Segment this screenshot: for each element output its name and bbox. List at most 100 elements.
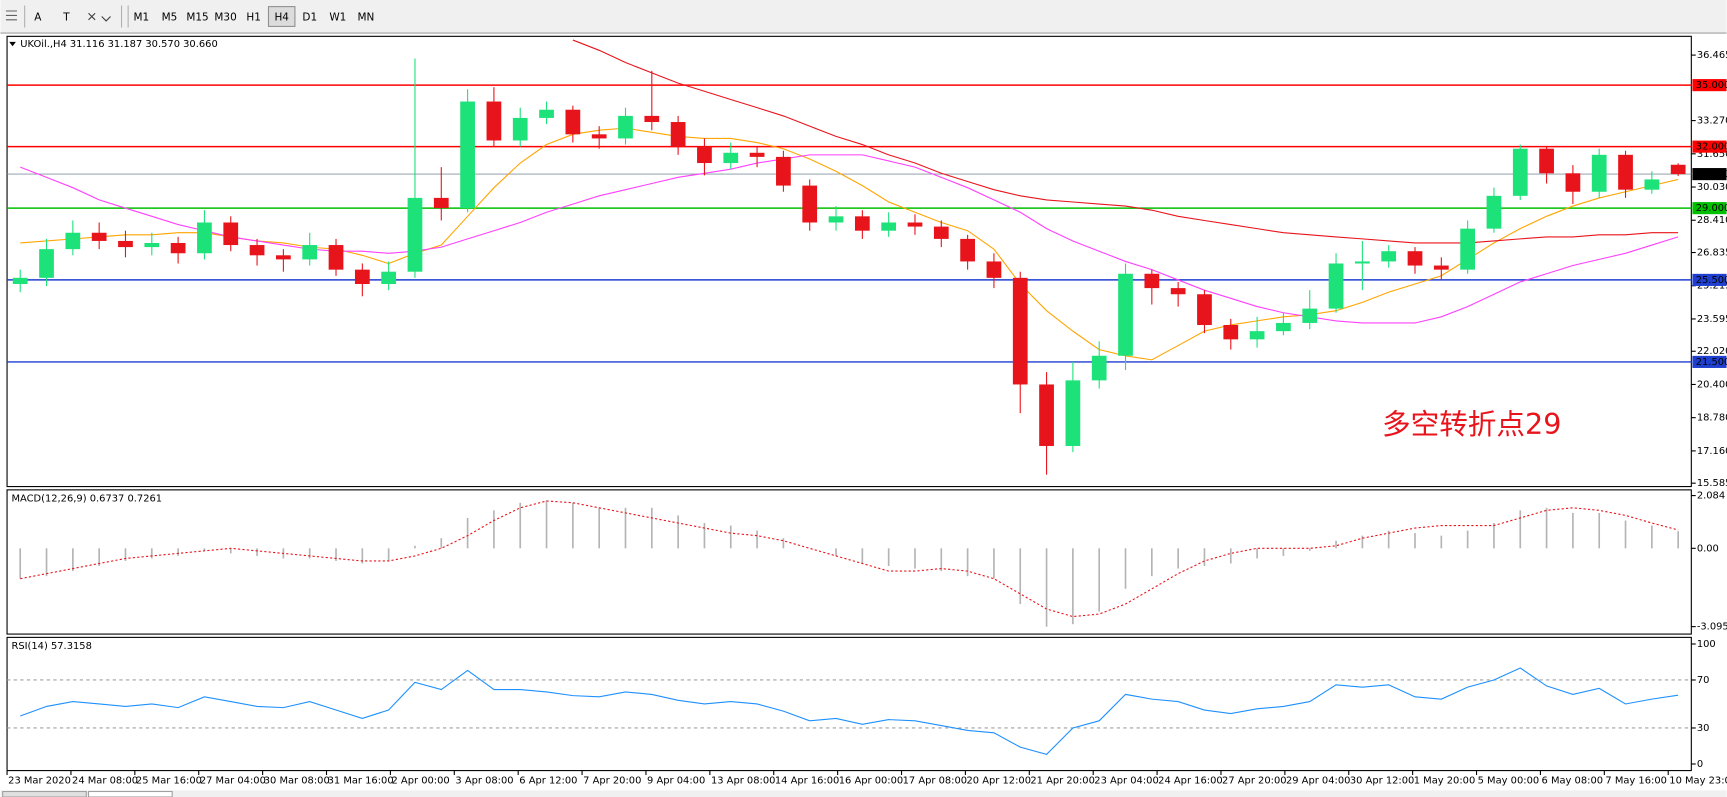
candle-body <box>91 232 107 241</box>
candle-body <box>1618 154 1633 190</box>
candle-body <box>1433 265 1449 270</box>
candle-body <box>1381 251 1397 262</box>
level-price-box <box>1692 79 1727 92</box>
chart-tab[interactable] <box>2 790 87 797</box>
x-tick-label: 2 Apr 00:00 <box>391 775 449 786</box>
candle-body <box>723 152 739 164</box>
candle-body <box>1065 380 1081 446</box>
candle-body <box>249 245 265 256</box>
candle-body <box>276 255 291 260</box>
toolbar-button[interactable]: T <box>62 12 70 24</box>
x-tick-label: 10 May 23:00 <box>1669 775 1727 786</box>
candle-body <box>39 249 54 278</box>
x-tick-label: 27 Mar 04:00 <box>200 775 266 786</box>
x-tick-label: 6 Apr 12:00 <box>519 775 577 786</box>
dropdown-arrow <box>9 41 16 47</box>
y-tick-label: 70 <box>1697 675 1710 686</box>
candle-body <box>644 115 660 123</box>
y-tick-label: 36.465 <box>1697 50 1727 61</box>
toolbar-button[interactable]: W1 <box>329 12 346 24</box>
y-tick-label: 26.835 <box>1697 248 1727 259</box>
chart-tab[interactable] <box>87 790 173 797</box>
x-tick-label: 23 Mar 2020 <box>8 775 71 786</box>
x-tick-label: 1 May 20:00 <box>1414 775 1476 786</box>
level-price-label: 25.500 <box>1696 275 1727 286</box>
candle-body <box>881 222 897 231</box>
annotation: 多空转折点29 <box>1382 407 1561 441</box>
candle-body <box>1644 179 1660 190</box>
toolbar-button[interactable]: M15 <box>186 12 208 24</box>
candle-body <box>65 232 81 250</box>
candle-body <box>539 109 554 118</box>
x-tick-label: 23 Apr 04:00 <box>1094 775 1159 786</box>
x-tick-label: 9 Apr 04:00 <box>647 775 705 786</box>
macd-header: MACD(12,26,9) 0.6737 0.7261 <box>11 494 162 505</box>
y-tick-label: 22.020 <box>1697 346 1727 357</box>
candle-body <box>1039 384 1054 446</box>
candle-body <box>1249 331 1265 340</box>
candle-body <box>433 197 449 209</box>
y-tick-label: 0 <box>1697 759 1703 770</box>
candle-body <box>1197 294 1212 326</box>
signal-line <box>20 500 1679 618</box>
y-tick-label: 17.160 <box>1697 446 1727 457</box>
candle-body <box>907 222 923 227</box>
toolbar-button[interactable]: D1 <box>302 12 317 24</box>
y-tick-label: 25.215 <box>1697 281 1727 292</box>
pane-frame <box>6 489 1692 635</box>
candle-body <box>670 122 686 147</box>
y-tick-label: 28.410 <box>1697 215 1727 226</box>
x-tick-label: 30 Apr 12:00 <box>1350 775 1415 786</box>
pane-frame <box>6 636 1692 772</box>
candle-body <box>118 240 133 248</box>
y-tick-label: 31.650 <box>1697 149 1727 160</box>
y-tick-label: 23.595 <box>1697 314 1727 325</box>
candle-body <box>565 109 581 135</box>
rsi-line <box>20 667 1679 756</box>
toolbar-button[interactable]: M1 <box>134 12 150 24</box>
toolbar-button[interactable]: H4 <box>274 12 289 24</box>
candle-body <box>1512 148 1528 196</box>
candle-body <box>1591 154 1607 192</box>
toolbar-button[interactable]: M5 <box>162 12 178 24</box>
grip-icon <box>5 10 17 21</box>
x-tick-label: 6 May 08:00 <box>1542 775 1604 786</box>
pane-frame <box>6 35 1692 488</box>
candle-body <box>828 216 844 223</box>
candle-body <box>223 222 239 246</box>
x-tick-label: 7 Apr 20:00 <box>583 775 641 786</box>
x-tick-label: 29 Apr 04:00 <box>1286 775 1351 786</box>
candle-body <box>960 238 975 262</box>
toolbar-button[interactable]: M30 <box>214 12 236 24</box>
candle-body <box>697 146 712 164</box>
y-tick-label: 30 <box>1697 723 1710 734</box>
candle-body <box>591 134 607 139</box>
y-tick-label: 0.00 <box>1697 543 1719 554</box>
candle-body <box>1170 288 1186 295</box>
candle-body <box>354 269 370 284</box>
tool-icon[interactable] <box>88 12 111 22</box>
button-pressed[interactable] <box>267 6 296 27</box>
candle-body <box>618 115 633 139</box>
candle-body <box>1328 263 1344 309</box>
moving-average <box>20 127 1679 361</box>
level-price-label: 21.500 <box>1696 357 1727 368</box>
level-price-label: 32.000 <box>1696 142 1727 153</box>
toolbar-button[interactable]: A <box>34 12 42 24</box>
candle-body <box>460 101 475 209</box>
level-price-box <box>1692 140 1727 153</box>
candle-body <box>854 216 870 231</box>
candle-body <box>1486 195 1502 229</box>
x-tick-label: 27 Apr 20:00 <box>1222 775 1286 786</box>
x-tick-label: 20 Apr 12:00 <box>967 775 1032 786</box>
current-price-label: 30.660 <box>1696 169 1727 180</box>
candle-body <box>1354 261 1370 264</box>
y-tick-label: 20.400 <box>1697 379 1727 390</box>
x-tick-label: 7 May 16:00 <box>1605 775 1667 786</box>
toolbar-button[interactable]: H1 <box>246 12 260 24</box>
x-tick-label: 24 Mar 08:00 <box>72 775 138 786</box>
candle-body <box>1118 273 1133 356</box>
toolbar-button[interactable]: MN <box>358 12 375 24</box>
candle-body <box>1460 228 1475 270</box>
